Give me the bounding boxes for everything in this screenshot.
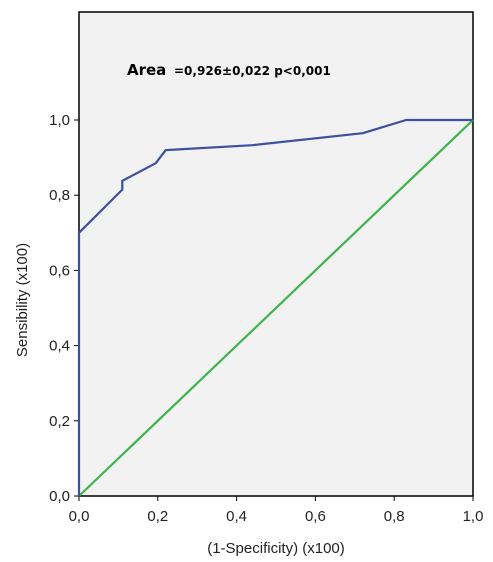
y-tick-label: 0,2 xyxy=(49,413,70,430)
y-tick-label: 1,0 xyxy=(49,112,70,129)
x-tick-label: 0,8 xyxy=(384,508,405,525)
x-axis: 0,0 0,2 0,4 0,6 0,8 1,0 xyxy=(69,496,484,525)
x-axis-label: (1-Specificity) (x100) xyxy=(207,540,345,557)
y-tick-label: 0,0 xyxy=(49,488,70,505)
x-tick-label: 1,0 xyxy=(463,508,484,525)
plot-area xyxy=(78,11,474,497)
y-tick-label: 0,8 xyxy=(49,187,70,204)
x-tick-label: 0,2 xyxy=(147,508,168,525)
x-tick-label: 0,4 xyxy=(226,508,247,525)
series-layer xyxy=(77,118,474,497)
y-tick-label: 0,4 xyxy=(49,338,70,355)
x-tick-label: 0,0 xyxy=(69,508,90,525)
y-axis: 0,0 0,2 0,4 0,6 0,8 1,0 xyxy=(49,112,79,505)
annotation-area-label: Area xyxy=(127,61,166,79)
reference-diagonal-line xyxy=(78,119,474,497)
annotation-area-value: =0,926±0,022 p<0,001 xyxy=(174,64,331,78)
y-axis-label: Sensibility (x100) xyxy=(14,243,31,357)
x-tick-label: 0,6 xyxy=(305,508,326,525)
roc-curve-line xyxy=(77,118,473,496)
y-tick-label: 0,6 xyxy=(49,262,70,279)
